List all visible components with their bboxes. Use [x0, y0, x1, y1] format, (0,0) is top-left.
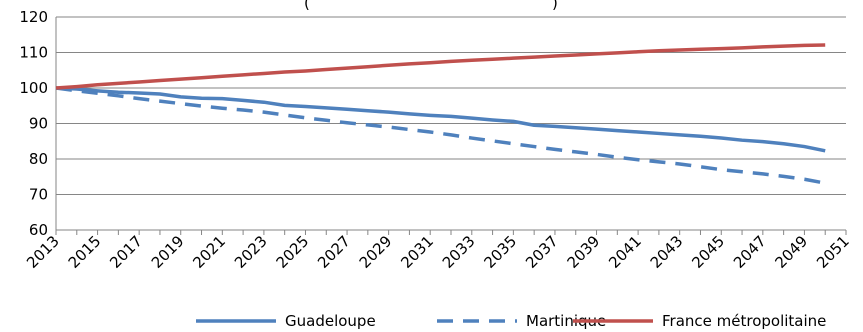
series-line-guadeloupe [55, 86, 826, 153]
legend-label-guadeloupe: Guadeloupe [285, 312, 376, 330]
y-tick-label-90: 90 [29, 115, 48, 133]
x-tick-label-2021: 2021 [189, 232, 229, 272]
x-tick-label-2045: 2045 [688, 232, 728, 272]
x-tick-label-2051: 2051 [813, 232, 853, 272]
legend-label-france-m-tropolitaine: France métropolitaine [662, 312, 826, 330]
y-tick-label-70: 70 [29, 186, 48, 204]
chart-title-fragment-left: ( [304, 0, 310, 12]
series-line-france-m-tropolitaine [55, 43, 826, 90]
x-tick-label-2047: 2047 [730, 232, 770, 272]
y-tick-label-80: 80 [29, 150, 48, 168]
x-tick-label-2031: 2031 [397, 232, 437, 272]
x-tick-label-2049: 2049 [772, 232, 812, 272]
y-tick-label-110: 110 [19, 44, 48, 62]
x-tick-label-2023: 2023 [231, 232, 271, 272]
x-tick-label-2037: 2037 [522, 232, 562, 272]
x-tick-label-2033: 2033 [439, 232, 479, 272]
chart-title-fragment-right: ) [552, 0, 558, 12]
x-tick-label-2043: 2043 [647, 232, 687, 272]
legend-label-martinique: Martinique [526, 312, 606, 330]
x-tick-label-2039: 2039 [564, 232, 604, 272]
x-tick-label-2025: 2025 [273, 232, 313, 272]
x-tick-label-2015: 2015 [65, 232, 105, 272]
series-layer [55, 43, 826, 185]
y-tick-label-120: 120 [19, 8, 48, 26]
axis-layer [55, 17, 847, 235]
y-tick-label-60: 60 [29, 221, 48, 239]
x-tick-label-2017: 2017 [106, 232, 146, 272]
x-tick-label-2035: 2035 [480, 232, 520, 272]
x-tick-label-2019: 2019 [148, 232, 188, 272]
x-tick-label-2027: 2027 [314, 232, 354, 272]
y-axis-tick-labels: 60 70 80 90 100 110 120 [19, 8, 48, 239]
grid-layer [56, 16, 846, 231]
x-tick-label-2029: 2029 [356, 232, 396, 272]
x-tick-label-2041: 2041 [605, 232, 645, 272]
y-tick-label-100: 100 [19, 79, 48, 97]
legend: Guadeloupe Martinique France métropolitain… [196, 312, 826, 330]
x-axis-tick-labels: 2013 2015 2017 2019 2021 2023 2025 2027 2029 2031… [23, 232, 853, 272]
